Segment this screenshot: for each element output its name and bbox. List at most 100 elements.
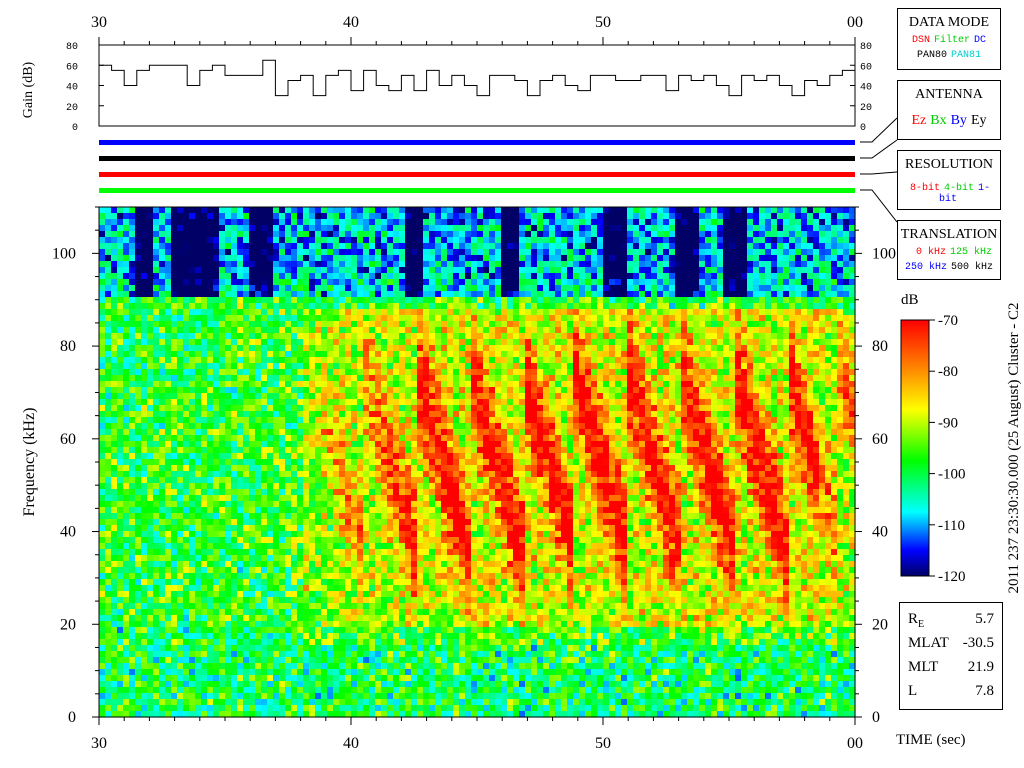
orbit-label: RE [908, 611, 925, 630]
legend-entry: 250 kHz [904, 262, 947, 273]
translation-legend: TRANSLATION 0 kHz 125 kHz 250 kHz 500 kHz [897, 220, 1001, 280]
colorbar-tick-label: -80 [938, 364, 958, 380]
freq-tick-label-left: 100 [52, 245, 76, 262]
top-time-axis: 30 40 50 00 [91, 14, 863, 46]
orbit-info-box: RE 5.7 MLAT -30.5 MLT 21.9 L 7.8 [899, 602, 1003, 710]
colorbar-tick-label: -110 [938, 518, 965, 534]
orbit-row: RE 5.7 [900, 607, 1002, 631]
orbit-label: MLT [908, 659, 939, 675]
time-tick-label: 50 [595, 14, 611, 31]
gain-axis-label: Gain (dB) [21, 61, 36, 118]
freq-tick-label-right: 0 [872, 709, 880, 726]
legend-entry: DSN [911, 35, 930, 46]
data-mode-title: DATA MODE [908, 15, 990, 30]
translation-row-1: 0 kHz 125 kHz [898, 247, 1000, 258]
translation-row-2: 250 kHz 500 kHz [898, 262, 1000, 273]
gain-tick-label-left: 20 [66, 103, 78, 114]
colorbar-tick-label: -90 [938, 415, 958, 431]
gain-tick-label-left: 40 [66, 83, 78, 94]
spectrogram-heatmap [99, 207, 856, 718]
time-tick-label: 40 [343, 735, 359, 752]
legend-entry: Ez [911, 113, 927, 128]
legend-entry: PAN81 [951, 50, 982, 61]
gain-tick-label-left: 0 [72, 123, 78, 134]
status-bar-antenna [99, 156, 855, 161]
resolution-title: RESOLUTION [905, 157, 993, 172]
colorbar-tick-label: -70 [938, 313, 958, 329]
colorbar-unit: dB [901, 292, 919, 308]
legend-entry: 125 kHz [949, 247, 992, 258]
orbit-value: 5.7 [975, 611, 994, 627]
freq-tick-label-right: 100 [872, 245, 896, 262]
status-bar-resolution [99, 172, 855, 177]
legend-entry: Filter [933, 35, 970, 46]
freq-tick-label-left: 40 [60, 524, 76, 541]
orbit-value: 7.8 [975, 683, 994, 699]
legend-entry: 0 kHz [915, 247, 946, 258]
legend-entry: PAN80 [916, 50, 947, 61]
colorbar: -70 -80 -90 -100 -110 -120 dB 2011 237 23:30:… [900, 292, 1022, 594]
translation-title: TRANSLATION [900, 227, 998, 242]
orbit-value: 21.9 [967, 659, 994, 675]
legend-connectors [860, 117, 898, 223]
legend-entry: DC [974, 35, 987, 46]
orbit-row: L 7.8 [900, 679, 1002, 703]
legend-entry: 4-bit [943, 183, 974, 194]
frequency-axis: 0 0 20 20 40 40 60 60 80 80 100 100 [52, 206, 896, 726]
legend-entry: Ey [970, 113, 987, 128]
data-mode-row-2: PAN80 PAN81 [898, 50, 1000, 61]
legend-entry: 500 kHz [951, 262, 994, 273]
colorbar-tick-label: -100 [938, 467, 966, 483]
data-mode-legend: DATA MODE DSN Filter DC PAN80 PAN81 [897, 8, 1001, 70]
gain-tick-label-right: 40 [860, 83, 872, 94]
frequency-axis-label: Frequency (kHz) [21, 408, 38, 517]
gain-tick-label-right: 20 [860, 103, 872, 114]
gain-axis: 80 80 60 60 40 40 20 20 0 0 [66, 42, 872, 134]
gain-tick-label-right: 80 [860, 42, 872, 53]
orbit-row: MLT 21.9 [900, 655, 1002, 679]
antenna-row: Ez Bx By Ey [898, 113, 1000, 129]
orbit-row: MLAT -30.5 [900, 631, 1002, 655]
freq-tick-label-right: 40 [872, 524, 888, 541]
freq-tick-label-left: 60 [60, 431, 76, 448]
antenna-title: ANTENNA [915, 87, 983, 102]
time-tick-label: 50 [595, 735, 611, 752]
colorbar-tick-label: -120 [938, 569, 966, 585]
gain-tick-label-left: 60 [66, 62, 78, 73]
resolution-row: 8-bit 4-bit 1-bit [898, 183, 1000, 205]
time-tick-label: 00 [847, 735, 863, 752]
freq-tick-label-left: 20 [60, 616, 76, 633]
gain-tick-label-right: 0 [860, 123, 866, 134]
legend-entry: Bx [930, 113, 947, 128]
status-bar-data-mode [99, 140, 855, 145]
freq-tick-label-right: 20 [872, 616, 888, 633]
antenna-legend: ANTENNA Ez Bx By Ey [897, 80, 1001, 140]
freq-tick-label-right: 80 [872, 338, 888, 355]
status-bar-translation [99, 188, 855, 193]
legend-entry: By [950, 113, 967, 128]
gain-tick-label-right: 60 [860, 62, 872, 73]
time-tick-label: 40 [343, 14, 359, 31]
freq-tick-label-left: 80 [60, 338, 76, 355]
gain-series-line [99, 59, 856, 97]
time-tick-label: 30 [91, 735, 107, 752]
colorbar-side-label: 2011 237 23:30:30.000 (25 August) Cluste… [1006, 302, 1022, 593]
bottom-time-axis: 30 40 50 00 [91, 717, 863, 752]
freq-tick-label-right: 60 [872, 431, 888, 448]
data-mode-row-1: DSN Filter DC [898, 35, 1000, 46]
legend-entry: 1-bit [938, 183, 991, 205]
gain-panel: 80 80 60 60 40 40 20 20 0 0 Gain (dB) [21, 42, 872, 134]
orbit-value: -30.5 [962, 635, 994, 651]
x-axis-label: TIME (sec) [896, 732, 966, 748]
status-bars [99, 140, 855, 193]
legend-entry: 8-bit [909, 183, 940, 194]
gain-tick-label-left: 80 [66, 42, 78, 53]
orbit-label: L [908, 683, 918, 699]
colorbar-ticks: -70 -80 -90 -100 -110 -120 [929, 313, 966, 585]
time-tick-label: 00 [847, 14, 863, 31]
spectrogram-panel: 0 0 20 20 40 40 60 60 80 80 100 100 30 40 50 00 Freque… [21, 206, 896, 752]
orbit-label: MLAT [908, 635, 949, 651]
time-tick-label: 30 [91, 14, 107, 31]
resolution-legend: RESOLUTION 8-bit 4-bit 1-bit [897, 150, 1001, 210]
